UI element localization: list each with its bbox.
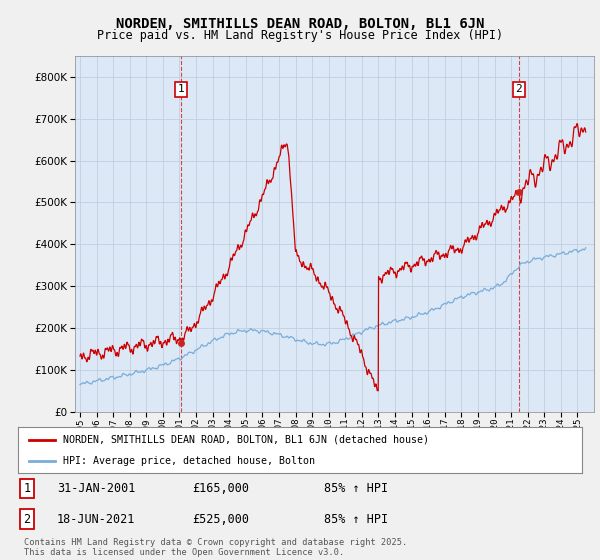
- Text: 85% ↑ HPI: 85% ↑ HPI: [324, 482, 388, 495]
- Text: 1: 1: [23, 482, 31, 495]
- Text: NORDEN, SMITHILLS DEAN ROAD, BOLTON, BL1 6JN (detached house): NORDEN, SMITHILLS DEAN ROAD, BOLTON, BL1…: [63, 435, 429, 445]
- Text: 85% ↑ HPI: 85% ↑ HPI: [324, 512, 388, 526]
- Text: 1: 1: [178, 85, 184, 95]
- Text: 2: 2: [23, 512, 31, 526]
- Text: £165,000: £165,000: [192, 482, 249, 495]
- Text: Contains HM Land Registry data © Crown copyright and database right 2025.
This d: Contains HM Land Registry data © Crown c…: [24, 538, 407, 557]
- Text: 2: 2: [515, 85, 522, 95]
- Text: £525,000: £525,000: [192, 512, 249, 526]
- Text: Price paid vs. HM Land Registry's House Price Index (HPI): Price paid vs. HM Land Registry's House …: [97, 29, 503, 42]
- Text: HPI: Average price, detached house, Bolton: HPI: Average price, detached house, Bolt…: [63, 456, 315, 466]
- Text: 31-JAN-2001: 31-JAN-2001: [57, 482, 136, 495]
- Text: NORDEN, SMITHILLS DEAN ROAD, BOLTON, BL1 6JN: NORDEN, SMITHILLS DEAN ROAD, BOLTON, BL1…: [116, 17, 484, 31]
- Text: 18-JUN-2021: 18-JUN-2021: [57, 512, 136, 526]
